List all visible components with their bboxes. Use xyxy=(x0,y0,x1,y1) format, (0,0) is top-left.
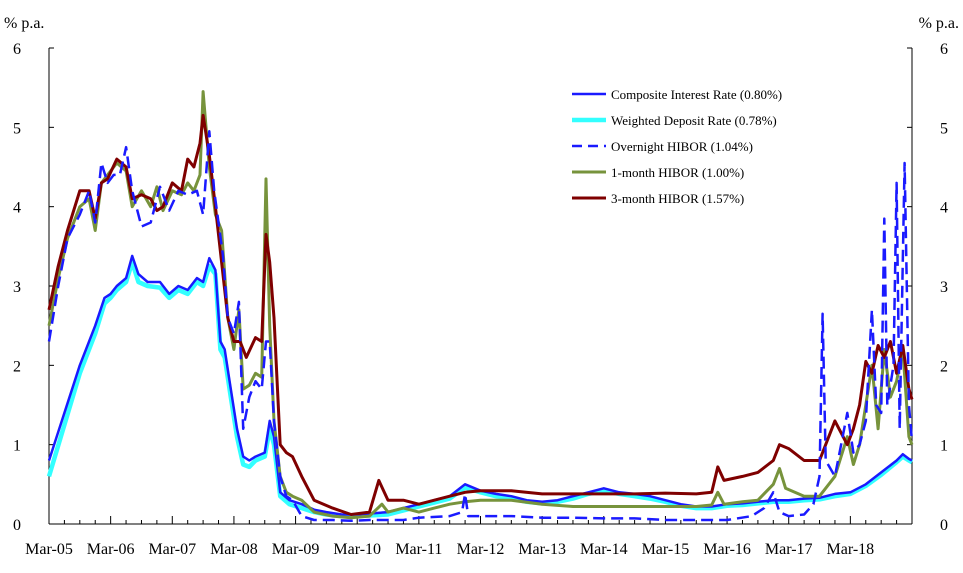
right-y-tick-label: 2 xyxy=(940,358,948,375)
series-line-4 xyxy=(47,90,914,520)
legend-label-1: Composite Interest Rate (0.80%) xyxy=(611,87,782,102)
x-tick-label: Mar-06 xyxy=(87,541,135,558)
right-y-tick-label: 0 xyxy=(940,517,948,534)
right-y-tick-label: 6 xyxy=(940,41,948,58)
axes: 0 0 1 1 2 2 3 3 4 4 5 5 6 6 Mar-05 Mar-06 Mar-07 Mar-08 Ma… xyxy=(13,41,948,558)
x-tick-label: Mar-16 xyxy=(703,541,751,558)
series-layer xyxy=(46,90,914,523)
left-y-tick-label: 2 xyxy=(13,358,21,375)
x-tick-label: Mar-09 xyxy=(272,541,320,558)
left-y-tick-label: 4 xyxy=(13,200,21,217)
left-y-tick-label: 6 xyxy=(13,41,21,58)
right-y-tick-label: 1 xyxy=(940,438,948,455)
left-y-tick-label: 3 xyxy=(13,279,21,296)
legend-label-5: 3-month HIBOR (1.57%) xyxy=(611,191,744,206)
x-tick-label: Mar-08 xyxy=(210,541,258,558)
left-y-tick-label: 5 xyxy=(13,120,21,137)
legend-label-2: Weighted Deposit Rate (0.78%) xyxy=(611,113,777,128)
x-tick-label: Mar-13 xyxy=(518,541,566,558)
x-tick-label: Mar-10 xyxy=(333,541,381,558)
left-y-tick-label: 0 xyxy=(13,517,21,534)
x-tick-label: Mar-18 xyxy=(827,541,875,558)
x-tick-label: Mar-07 xyxy=(148,541,196,558)
legend-label-3: Overnight HIBOR (1.04%) xyxy=(611,139,753,154)
x-tick-label: Mar-11 xyxy=(395,541,442,558)
right-y-tick-label: 5 xyxy=(940,120,948,137)
left-y-tick-label: 1 xyxy=(13,438,21,455)
right-y-tick-label: 4 xyxy=(940,200,948,217)
right-y-axis-label: % p.a. xyxy=(919,15,959,32)
legend: Composite Interest Rate (0.80%) Weighted … xyxy=(572,87,782,206)
x-tick-label: Mar-12 xyxy=(457,541,505,558)
x-tick-label: Mar-17 xyxy=(765,541,813,558)
series-line-2 xyxy=(46,259,914,519)
legend-label-4: 1-month HIBOR (1.00%) xyxy=(611,165,744,180)
x-tick-label: Mar-14 xyxy=(580,541,628,558)
series-line-5 xyxy=(47,113,914,516)
series-line-3 xyxy=(47,130,914,523)
right-y-tick-label: 3 xyxy=(940,279,948,296)
x-tick-label: Mar-05 xyxy=(25,541,73,558)
x-tick-label: Mar-15 xyxy=(642,541,690,558)
left-y-axis-label: % p.a. xyxy=(4,15,44,32)
